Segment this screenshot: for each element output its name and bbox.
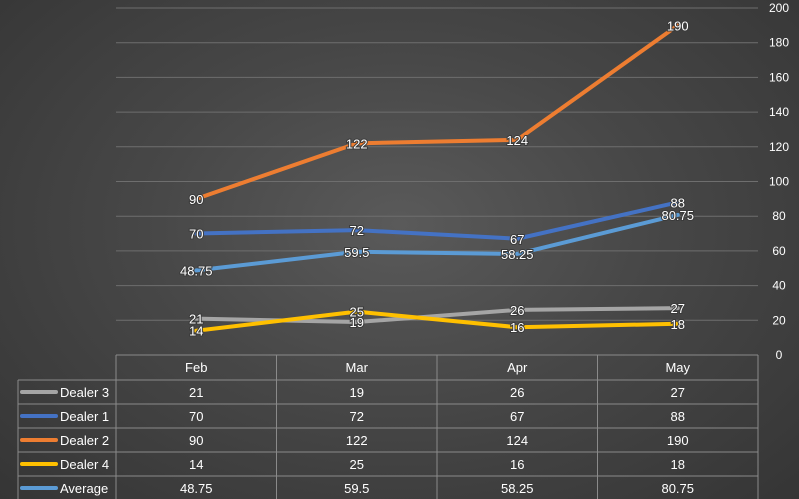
legend-entry: Dealer 4 [60,457,109,472]
data-labels: 21 19 26 27 70 72 67 88 90 122 124 190 14 25 16 18 48.75… [179,17,695,339]
table-cell: 88 [671,409,685,424]
series-line [194,23,680,201]
table-cell: 26 [510,385,524,400]
table-cell: 70 [189,409,203,424]
data-label: 27 [671,301,685,316]
y-tick-label: 180 [769,36,789,50]
table-cell: 67 [510,409,524,424]
series-line [194,200,680,241]
y-axis: 0 20 40 60 80 100 120 140 160 180 200 [769,1,789,362]
y-tick-label: 0 [776,348,783,362]
table-cell: 14 [189,457,203,472]
y-tick-label: 120 [769,140,789,154]
data-table: Feb Mar Apr May Dealer 3 21 19 26 27 Dealer 1 70 72… [17,354,759,499]
table-cell: 80.75 [661,481,694,496]
y-tick-label: 80 [772,209,786,223]
data-label: 16 [510,320,524,335]
table-cell: 16 [510,457,524,472]
table-cell: 124 [506,433,528,448]
table-cell: 48.75 [180,481,213,496]
legend-entry: Dealer 2 [60,433,109,448]
y-tick-label: 160 [769,70,789,84]
data-label: 190 [667,18,689,33]
y-tick-label: 140 [769,105,789,119]
series-lines [194,23,680,333]
legend-entry: Average [60,481,108,496]
data-label: 122 [346,136,368,151]
data-label: 80.75 [661,208,694,223]
data-label: 26 [510,303,524,318]
data-label: 124 [506,133,528,148]
data-label: 14 [189,324,203,339]
table-cell: 21 [189,385,203,400]
data-label: 67 [510,232,524,247]
y-tick-label: 20 [772,313,786,327]
data-label: 25 [350,305,364,320]
data-label: 58.25 [501,247,534,262]
data-label: 59.5 [344,245,369,260]
data-label: 70 [189,227,203,242]
y-tick-label: 40 [772,279,786,293]
category-label: Feb [185,360,207,375]
series-line [194,309,680,333]
table-cell: 122 [346,433,368,448]
table-cell: 27 [671,385,685,400]
data-label: 48.75 [180,263,213,278]
table-cell: 19 [350,385,364,400]
table-cell: 59.5 [344,481,369,496]
table-cell: 18 [671,457,685,472]
legend-entry: Dealer 1 [60,409,109,424]
table-cell: 90 [189,433,203,448]
data-label: 21 [189,312,203,327]
y-tick-label: 200 [769,1,789,15]
series-line [194,212,680,273]
data-label: 19 [350,315,364,330]
data-label: 90 [189,192,203,207]
category-label: Apr [507,360,528,375]
table-cell: 25 [350,457,364,472]
data-label: 72 [350,223,364,238]
category-label: Mar [346,360,369,375]
table-cell: 58.25 [501,481,534,496]
table-cell: 72 [350,409,364,424]
category-label: May [665,360,690,375]
y-tick-label: 60 [772,244,786,258]
data-label: 18 [671,317,685,332]
gridlines [116,7,758,321]
table-cell: 190 [667,433,689,448]
data-label: 88 [671,195,685,210]
y-tick-label: 100 [769,175,789,189]
legend-entry: Dealer 3 [60,385,109,400]
